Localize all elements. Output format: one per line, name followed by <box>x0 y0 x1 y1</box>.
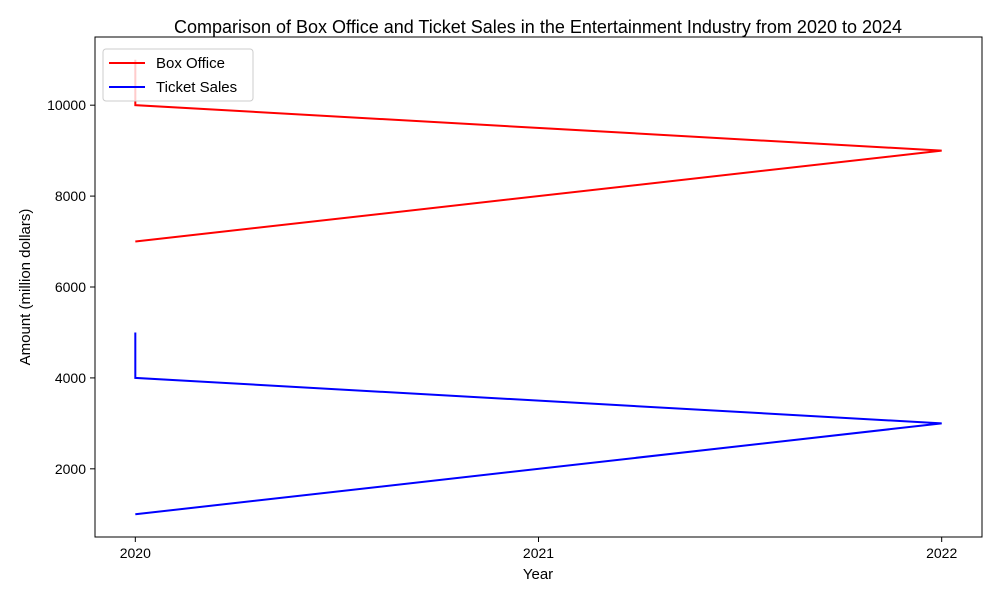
x-tick-label: 2022 <box>926 545 957 561</box>
legend-label-box-office: Box Office <box>156 55 225 72</box>
legend: Box Office Ticket Sales <box>102 48 254 102</box>
x-axis-label: Year <box>523 566 553 583</box>
y-tick-label: 2000 <box>55 461 86 477</box>
series-layer <box>134 59 942 516</box>
y-tick-label: 6000 <box>55 279 86 295</box>
series-line-ticket-sales <box>134 332 942 516</box>
x-tick-label: 2021 <box>523 545 554 561</box>
chart-title: Comparison of Box Office and Ticket Sale… <box>174 17 902 37</box>
x-tick-label: 2020 <box>120 545 151 561</box>
y-tick-label: 10000 <box>47 97 86 113</box>
plot-area <box>94 36 983 538</box>
y-axis-label: Amount (million dollars) <box>17 209 34 366</box>
x-axis: 2020 2021 2022 <box>120 537 957 561</box>
series-line-box-office <box>134 59 942 243</box>
legend-label-ticket-sales: Ticket Sales <box>156 79 237 96</box>
y-axis: 2000 4000 6000 8000 10000 <box>47 97 95 477</box>
y-tick-label: 8000 <box>55 188 86 204</box>
y-tick-label: 4000 <box>55 370 86 386</box>
axes-frame <box>94 36 983 538</box>
